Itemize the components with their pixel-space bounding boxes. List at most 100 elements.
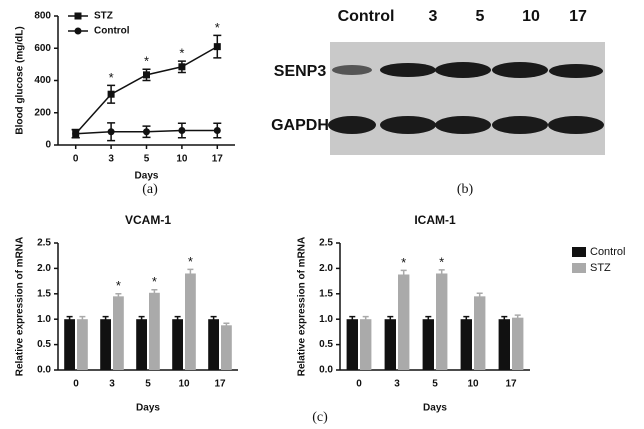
bar (346, 319, 358, 370)
bar (208, 319, 219, 370)
bar (149, 292, 160, 370)
marker (143, 128, 150, 136)
x-axis-label: Days (423, 403, 447, 414)
error-bar (223, 322, 230, 329)
significance-label: * (152, 274, 157, 289)
error-bar (349, 315, 356, 323)
marker (178, 63, 186, 71)
x-axis-label: Days (136, 403, 160, 414)
y-tick-label: 1.5 (319, 288, 333, 299)
row-label: GAPDH (271, 117, 329, 134)
error-bar (210, 315, 217, 323)
legend-swatch (572, 263, 586, 273)
lane-label: 17 (569, 8, 587, 25)
x-tick-label: 0 (356, 379, 362, 390)
x-tick-label: 3 (394, 379, 400, 390)
legend-label: Control (590, 246, 625, 258)
x-tick-label: 5 (144, 154, 150, 165)
error-bar (102, 315, 109, 323)
y-tick-label: 800 (34, 11, 51, 22)
x-tick-label: 0 (73, 154, 79, 165)
error-bar (387, 315, 394, 323)
error-bar (438, 269, 445, 278)
bar (221, 325, 232, 370)
y-tick-label: 2.0 (37, 263, 51, 274)
x-tick-label: 5 (432, 379, 438, 390)
significance-label: * (109, 70, 114, 85)
marker (213, 43, 221, 51)
y-tick-label: 0.5 (319, 339, 333, 350)
band (380, 63, 436, 77)
y-tick-label: 2.0 (319, 263, 333, 274)
lane-label: 10 (522, 8, 540, 25)
band (549, 64, 603, 78)
y-tick-label: 400 (34, 75, 51, 86)
blot-bands (328, 62, 604, 134)
y-tick-label: 0 (45, 140, 51, 151)
marker (107, 128, 115, 136)
bar (384, 319, 396, 370)
error-bar (115, 293, 122, 300)
significance-label: * (215, 20, 220, 35)
y-tick-label: 200 (34, 107, 51, 118)
y-tick-label: 2.5 (37, 238, 51, 249)
significance-label: * (144, 54, 149, 69)
y-tick-label: 0.0 (37, 365, 51, 376)
legend-marker (74, 27, 82, 35)
bar (460, 319, 472, 370)
error-bar (514, 314, 521, 321)
error-bar (79, 315, 86, 323)
y-tick-label: 0.0 (319, 365, 333, 376)
error-bar (187, 268, 194, 279)
lane-label: 5 (476, 8, 485, 25)
y-axis-label: Relative expression of mRNA (15, 237, 26, 377)
error-bar (174, 315, 181, 323)
band (435, 62, 491, 78)
y-tick-label: 1.5 (37, 288, 51, 299)
y-tick-label: 1.0 (37, 314, 51, 325)
bar (172, 319, 183, 370)
error-bar (463, 315, 470, 323)
error-bar (425, 315, 432, 323)
y-axis-label: Relative expression of mRNA (297, 237, 308, 377)
lane-label: Control (338, 8, 395, 25)
x-tick-label: 10 (178, 379, 190, 390)
legend-marker (74, 12, 82, 20)
bar (136, 319, 147, 370)
y-tick-label: 1.0 (319, 314, 333, 325)
error-bar (151, 288, 158, 297)
x-tick-label: 0 (73, 379, 79, 390)
error-bar (400, 269, 407, 280)
lane-label: 3 (429, 8, 438, 25)
band (332, 65, 372, 75)
panel-label: (a) (142, 182, 158, 197)
error-bar (362, 315, 369, 323)
band (492, 62, 548, 78)
legend-label: STZ (590, 262, 611, 274)
marker (107, 90, 115, 98)
error-bar (476, 292, 483, 301)
band (435, 116, 491, 134)
x-tick-label: 3 (108, 154, 114, 165)
bar (436, 273, 448, 370)
panel-label: (c) (312, 410, 328, 425)
panel-label: (b) (457, 182, 474, 197)
x-tick-label: 10 (467, 379, 479, 390)
x-tick-label: 5 (145, 379, 151, 390)
x-tick-label: 3 (109, 379, 115, 390)
row-label: SENP3 (274, 63, 327, 80)
bar (113, 296, 124, 370)
significance-label: * (401, 255, 406, 270)
marker (72, 130, 80, 138)
y-tick-label: 600 (34, 43, 51, 54)
bar (498, 319, 510, 370)
band (328, 116, 376, 134)
bar (512, 317, 524, 370)
y-tick-label: 2.5 (319, 238, 333, 249)
legend-label: Control (94, 26, 130, 37)
bar (398, 274, 410, 370)
x-tick-label: 17 (214, 379, 226, 390)
bar (360, 319, 372, 370)
bar (422, 319, 434, 370)
